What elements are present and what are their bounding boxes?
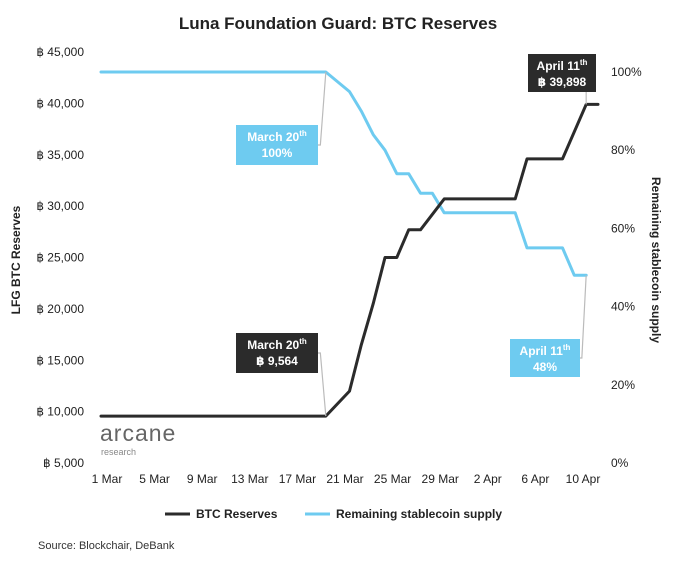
right-tick-label: 40%	[611, 300, 635, 314]
logo-wordmark: arcane	[100, 420, 176, 446]
x-tick-label: 1 Mar	[92, 472, 123, 486]
series-layer	[99, 70, 600, 418]
left-tick-label: ฿ 25,000	[36, 251, 84, 265]
right-tick-label: 20%	[611, 378, 635, 392]
right-axis-title: Remaining stablecoin supply	[649, 177, 663, 343]
legend-btc-label: BTC Reserves	[196, 507, 278, 521]
right-tick-label: 100%	[611, 65, 642, 79]
left-axis: ฿ 5,000 ฿ 10,000 ฿ 15,000 ฿ 20,000 ฿ 25,000 ฿…	[36, 45, 84, 470]
callout-date: April 11th	[520, 343, 571, 358]
btc-reserves-line	[99, 102, 600, 418]
left-tick-label: ฿ 40,000	[36, 96, 84, 110]
x-tick-label: 17 Mar	[279, 472, 316, 486]
callout-box	[236, 125, 318, 165]
legend-supply-label: Remaining stablecoin supply	[336, 507, 502, 521]
left-tick-label: ฿ 20,000	[36, 302, 84, 316]
callout-value: ฿ 39,898	[538, 75, 587, 89]
left-tick-label: ฿ 10,000	[36, 405, 84, 419]
callout-date: March 20th	[247, 129, 307, 144]
callout-leader	[580, 275, 587, 359]
right-tick-label: 80%	[611, 143, 635, 157]
callout-box	[528, 54, 596, 92]
right-tick-label: 60%	[611, 221, 635, 235]
callout-box	[510, 339, 580, 377]
callout-btc-apr11: April 11th ฿ 39,898	[528, 54, 596, 105]
left-tick-label: ฿ 15,000	[36, 353, 84, 367]
left-tick-label: ฿ 30,000	[36, 199, 84, 213]
x-tick-label: 2 Apr	[474, 472, 502, 486]
chart-title: Luna Foundation Guard: BTC Reserves	[179, 14, 497, 33]
source-note: Source: Blockchair, DeBank	[38, 540, 175, 552]
x-tick-label: 29 Mar	[422, 472, 459, 486]
right-tick-label: 0%	[611, 456, 629, 470]
callout-date: March 20th	[247, 337, 307, 352]
callout-btc-mar20: March 20th ฿ 9,564	[236, 333, 327, 417]
x-tick-label: 9 Mar	[187, 472, 218, 486]
callout-value: 100%	[262, 146, 293, 160]
callout-value: 48%	[533, 360, 557, 374]
stablecoin-supply-line	[99, 70, 588, 277]
x-tick-label: 21 Mar	[326, 472, 363, 486]
callout-date: April 11th	[537, 58, 588, 73]
x-tick-label: 13 Mar	[231, 472, 268, 486]
x-axis: 1 Mar 5 Mar 9 Mar 13 Mar 17 Mar 21 Mar 25 Mar 2…	[92, 472, 601, 486]
left-axis-title: LFG BTC Reserves	[9, 205, 23, 314]
logo-subtitle: research	[101, 447, 136, 457]
callout-value: ฿ 9,564	[256, 354, 298, 368]
right-axis: 0% 20% 40% 60% 80% 100%	[611, 65, 642, 470]
x-tick-label: 6 Apr	[521, 472, 549, 486]
left-tick-label: ฿ 45,000	[36, 45, 84, 59]
left-tick-label: ฿ 5,000	[43, 456, 84, 470]
callout-box	[236, 333, 318, 373]
callout-leader	[318, 71, 327, 146]
legend: BTC Reserves Remaining stablecoin supply	[165, 507, 502, 521]
logo: arcane research	[100, 420, 176, 457]
x-tick-label: 10 Apr	[566, 472, 601, 486]
callout-supply-apr11: April 11th 48%	[510, 275, 587, 377]
callout-supply-mar20: March 20th 100%	[236, 71, 327, 165]
x-tick-label: 25 Mar	[374, 472, 411, 486]
x-tick-label: 5 Mar	[139, 472, 170, 486]
left-tick-label: ฿ 35,000	[36, 148, 84, 162]
callout-leader	[318, 352, 327, 417]
